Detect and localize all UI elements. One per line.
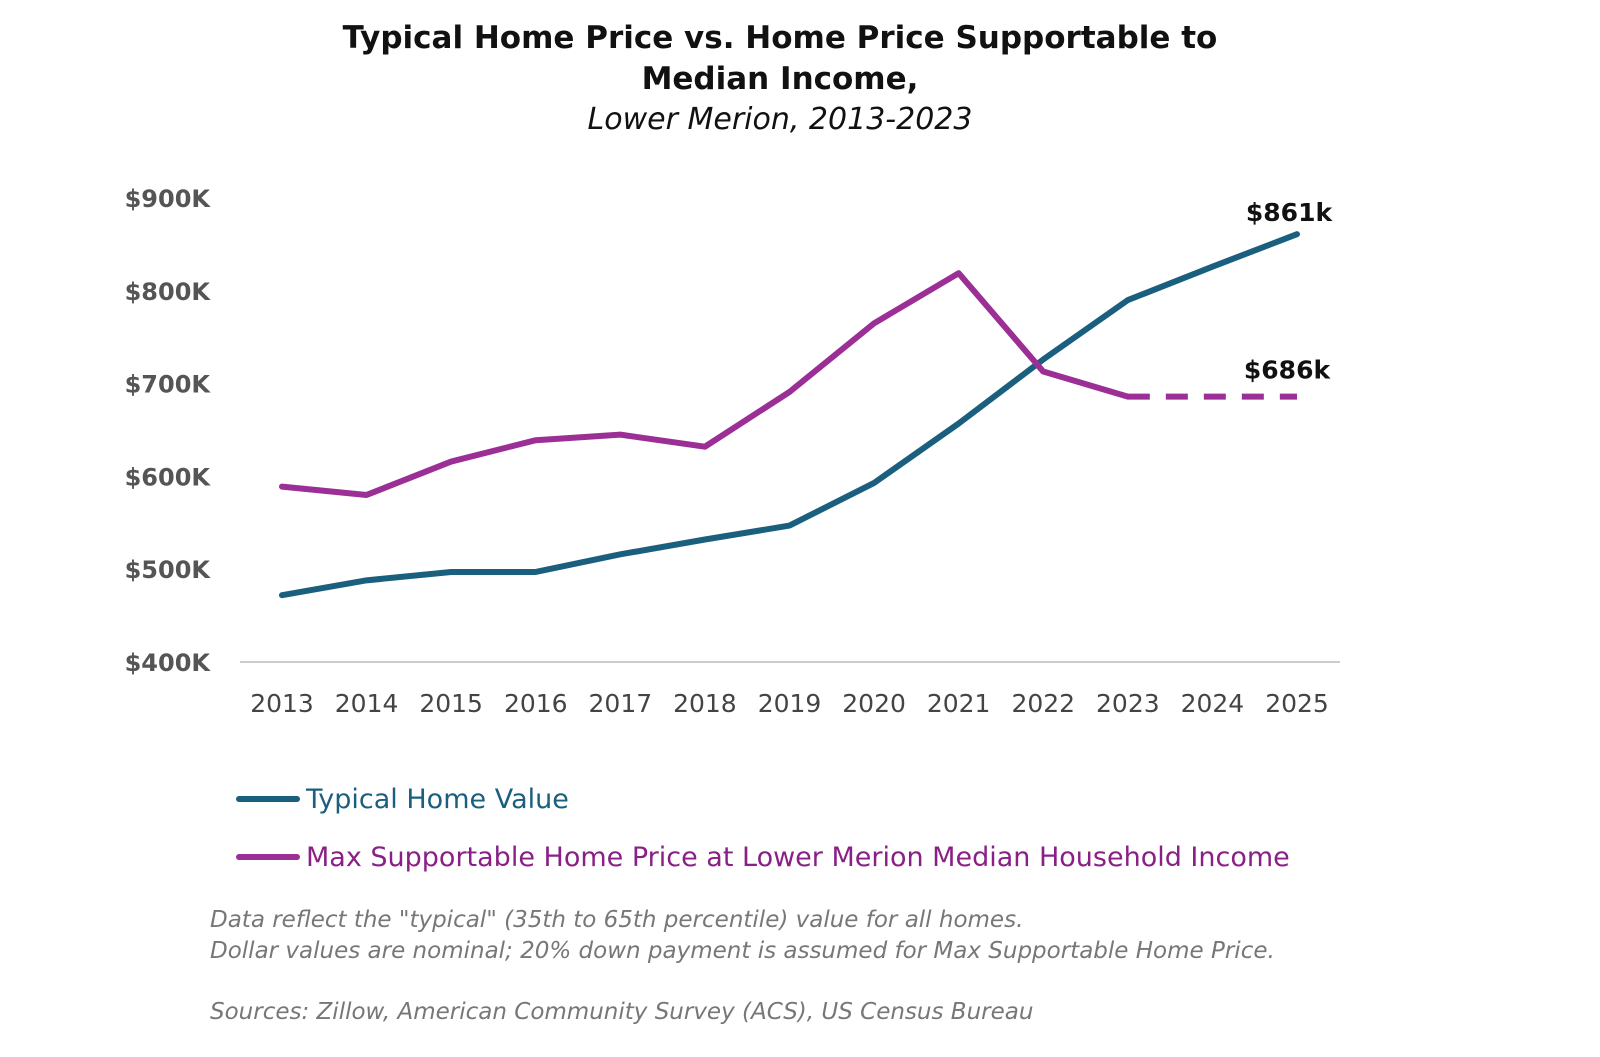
note-line-1: Data reflect the "typical" (35th to 65th… bbox=[210, 907, 1024, 933]
footnotes: Data reflect the "typical" (35th to 65th… bbox=[210, 905, 1275, 1028]
series-line-typical bbox=[279, 231, 1300, 599]
y-tick-label: $600K bbox=[125, 463, 212, 491]
x-tick-label: 2025 bbox=[1265, 689, 1329, 718]
legend: Typical Home Value Max Supportable Home … bbox=[236, 770, 1290, 886]
chart-subtitle: Lower Merion, 2013-2023 bbox=[587, 102, 973, 137]
y-tick-label: $900K bbox=[125, 185, 212, 213]
x-tick-label: 2020 bbox=[842, 689, 906, 718]
line-chart: $400K $500K $600K $700K $800K $900K 2013 2014 20… bbox=[125, 185, 1340, 718]
x-tick-label: 2014 bbox=[335, 689, 399, 718]
x-tick-label: 2018 bbox=[673, 689, 737, 718]
y-tick-label: $700K bbox=[125, 371, 212, 399]
end-label-supportable: $686k bbox=[1244, 356, 1332, 385]
x-tick-label: 2023 bbox=[1096, 689, 1160, 718]
chart-title-block: Typical Home Price vs. Home Price Suppor… bbox=[0, 18, 1560, 140]
note-line-2: Dollar values are nominal; 20% down paym… bbox=[210, 938, 1275, 964]
x-tick-label: 2013 bbox=[250, 689, 314, 718]
x-tick-label: 2022 bbox=[1011, 689, 1075, 718]
y-tick-label: $500K bbox=[125, 556, 212, 584]
x-tick-label: 2015 bbox=[419, 689, 483, 718]
legend-swatch-typical bbox=[236, 796, 300, 802]
legend-label-typical: Typical Home Value bbox=[306, 783, 569, 815]
y-tick-label: $400K bbox=[125, 649, 212, 677]
legend-label-supportable: Max Supportable Home Price at Lower Meri… bbox=[306, 841, 1290, 873]
x-tick-label: 2021 bbox=[927, 689, 991, 718]
y-tick-label: $800K bbox=[125, 278, 212, 306]
x-tick-label: 2019 bbox=[758, 689, 822, 718]
sources-note: Sources: Zillow, American Community Surv… bbox=[210, 999, 1034, 1025]
legend-swatch-supportable bbox=[236, 854, 300, 860]
x-tick-label: 2024 bbox=[1181, 689, 1245, 718]
x-tick-label: 2017 bbox=[589, 689, 653, 718]
series-line-supportable bbox=[279, 270, 1131, 498]
chart-title: Typical Home Price vs. Home Price Suppor… bbox=[342, 20, 1218, 97]
legend-item-typical: Typical Home Value bbox=[236, 770, 1290, 828]
legend-item-supportable: Max Supportable Home Price at Lower Meri… bbox=[236, 828, 1290, 886]
x-tick-label: 2016 bbox=[504, 689, 568, 718]
end-label-typical: $861k bbox=[1246, 198, 1334, 227]
